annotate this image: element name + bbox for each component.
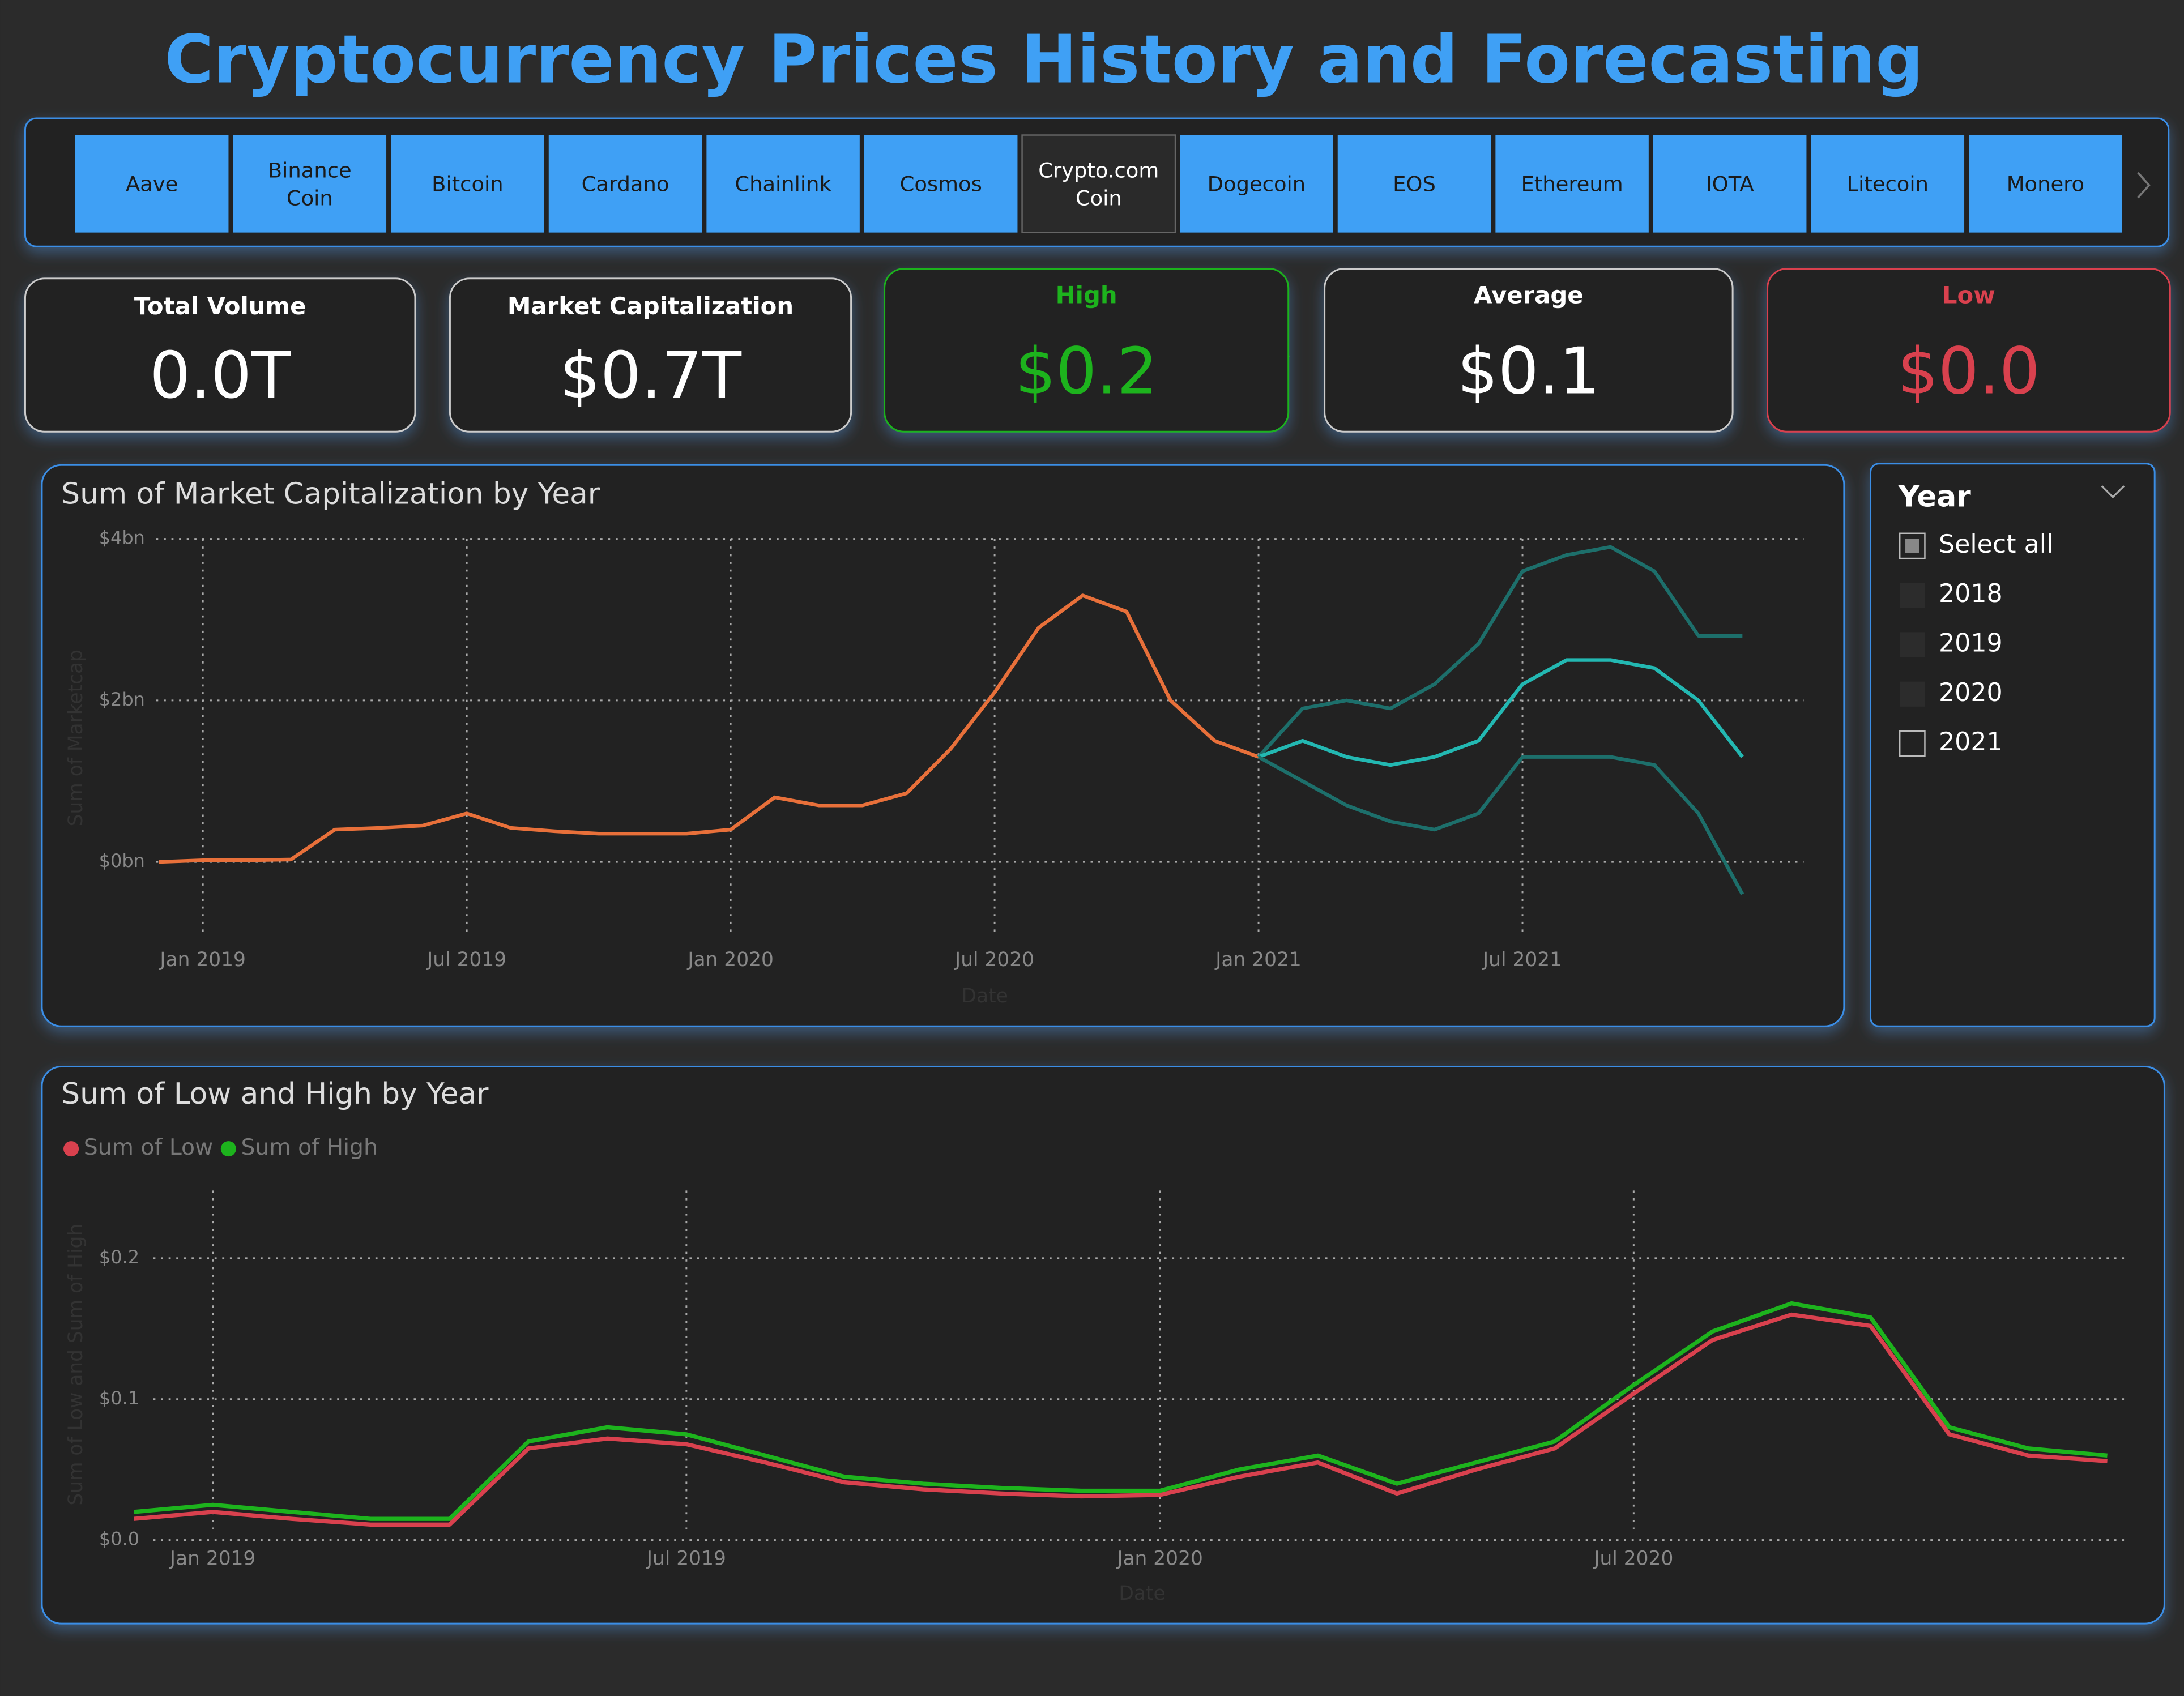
data-line xyxy=(1257,658,1744,767)
tab-button[interactable] xyxy=(1495,135,1649,233)
tab-button[interactable] xyxy=(706,135,860,233)
x-tick-label: Jul 2020 xyxy=(954,949,1034,971)
tab-label[interactable]: Litecoin xyxy=(1847,172,1929,196)
x-axis-title: Date xyxy=(962,985,1008,1007)
slicer-item[interactable]: 2018 xyxy=(1939,579,2003,608)
tab-label[interactable]: Cardano xyxy=(582,172,669,196)
x-axis-title: Date xyxy=(1119,1582,1165,1605)
kpi-card xyxy=(1767,268,2171,433)
kpi-value: $0.0 xyxy=(1897,334,2040,409)
legend-label: Sum of Low xyxy=(84,1134,214,1160)
kpi-value: 0.0T xyxy=(150,338,291,413)
legend-marker xyxy=(220,1141,236,1157)
tab-button[interactable] xyxy=(391,135,544,233)
tab-label[interactable]: EOS xyxy=(1393,172,1436,196)
x-tick-label: Jul 2020 xyxy=(1593,1548,1673,1570)
chart-panel xyxy=(41,464,1845,1027)
data-line xyxy=(159,593,1260,864)
kpi-value: $0.2 xyxy=(1015,334,1158,409)
legend-marker xyxy=(63,1141,79,1157)
tab-button[interactable] xyxy=(548,135,702,233)
tab-button[interactable] xyxy=(1021,134,1176,233)
x-tick-label: Jan 2020 xyxy=(686,949,774,971)
y-tick-label: $2bn xyxy=(99,689,145,710)
tab-button[interactable] xyxy=(1811,135,1965,233)
tab-scroll-arrow[interactable] xyxy=(2137,172,2151,199)
checkbox[interactable] xyxy=(1900,632,1925,657)
slicer-panel xyxy=(1870,463,2156,1027)
checkbox[interactable] xyxy=(1899,532,1926,559)
tab-label[interactable]: Ethereum xyxy=(1521,172,1623,196)
kpi-value: $0.1 xyxy=(1457,334,1600,409)
x-tick-label: Jan 2020 xyxy=(1116,1548,1203,1570)
slicer-item[interactable]: 2019 xyxy=(1939,629,2003,657)
checkbox[interactable] xyxy=(1900,681,1925,707)
tab-button[interactable] xyxy=(864,135,1018,233)
y-tick-label: $0.1 xyxy=(99,1387,139,1409)
tab-label[interactable]: Binance Coin xyxy=(268,158,352,210)
y-tick-label: $0.2 xyxy=(99,1246,139,1268)
y-axis-title: Sum of Marketcap xyxy=(65,650,87,826)
tab-label[interactable]: Bitcoin xyxy=(432,172,503,196)
data-line xyxy=(133,1312,2108,1527)
y-tick-label: $0bn xyxy=(99,850,145,872)
kpi-label: Total Volume xyxy=(134,292,306,320)
chart-title: Sum of Low and High by Year xyxy=(61,1077,489,1111)
kpi-label: Low xyxy=(1942,281,1995,309)
tab-label[interactable]: IOTA xyxy=(1706,172,1754,196)
x-tick-label: Jan 2019 xyxy=(169,1548,256,1570)
page-title: Cryptocurrency Prices History and Foreca… xyxy=(164,20,1923,98)
y-tick-label: $4bn xyxy=(99,527,145,549)
x-tick-label: Jul 2019 xyxy=(646,1548,726,1570)
tab-button[interactable] xyxy=(1180,135,1333,233)
tab-label[interactable]: Crypto.com Coin xyxy=(1038,158,1159,210)
tab-label[interactable]: Aave xyxy=(126,172,178,196)
kpi-value: $0.7T xyxy=(560,338,742,413)
checkbox-partial[interactable] xyxy=(1905,539,1919,553)
kpi-label: Market Capitalization xyxy=(507,292,794,320)
tab-button[interactable] xyxy=(1969,135,2122,233)
y-tick-label: $0.0 xyxy=(99,1528,139,1550)
tab-label[interactable]: Dogecoin xyxy=(1208,172,1306,196)
x-tick-label: Jul 2021 xyxy=(1482,949,1562,971)
data-line xyxy=(133,1301,2108,1521)
chart-title: Sum of Market Capitalization by Year xyxy=(61,477,600,511)
kpi-card xyxy=(449,277,852,433)
tab-label[interactable]: Chainlink xyxy=(735,172,831,196)
slicer-item[interactable]: 2021 xyxy=(1939,728,2003,757)
slicer-title: Year xyxy=(1898,480,1971,514)
tab-label[interactable]: Monero xyxy=(2007,172,2084,196)
data-line xyxy=(1257,545,1743,758)
tab-button[interactable] xyxy=(1337,135,1491,233)
kpi-card xyxy=(24,277,416,433)
kpi-card xyxy=(1324,268,1734,433)
slicer-item[interactable]: 2020 xyxy=(1939,678,2003,707)
tab-button[interactable] xyxy=(233,135,387,233)
tab-button[interactable] xyxy=(1653,135,1807,233)
x-tick-label: Jul 2019 xyxy=(426,949,506,971)
kpi-label: High xyxy=(1056,281,1117,309)
checkbox[interactable] xyxy=(1900,583,1925,608)
tab-button[interactable] xyxy=(75,135,229,233)
kpi-label: Average xyxy=(1474,281,1584,309)
slicer-item[interactable]: Select all xyxy=(1939,530,2053,559)
checkbox[interactable] xyxy=(1899,730,1926,757)
data-line xyxy=(1257,755,1744,895)
tab-label[interactable]: Cosmos xyxy=(900,172,982,196)
y-axis-title: Sum of Low and Sum of High xyxy=(65,1224,87,1506)
kpi-card xyxy=(884,268,1290,433)
legend-label: Sum of High xyxy=(241,1134,378,1160)
slicer-dropdown[interactable] xyxy=(2101,485,2125,499)
x-tick-label: Jan 2019 xyxy=(159,949,246,971)
x-tick-label: Jan 2021 xyxy=(1214,949,1302,971)
